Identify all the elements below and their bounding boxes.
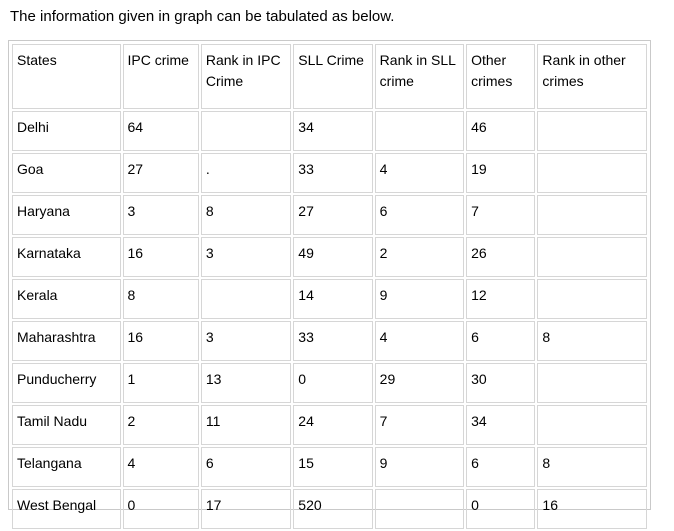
column-header: States bbox=[12, 44, 121, 109]
table-cell: 4 bbox=[374, 321, 465, 361]
table-header-row: States IPC crime Rank in IPC Crime SLL Crim… bbox=[12, 44, 647, 109]
table-cell: 16 bbox=[122, 321, 199, 361]
table-cell: 26 bbox=[466, 237, 536, 277]
table-cell bbox=[537, 279, 647, 319]
table-row: Tamil Nadu 2 11 24 7 34 bbox=[12, 405, 647, 445]
column-header: IPC crime bbox=[122, 44, 199, 109]
intro-text: The information given in graph can be ta… bbox=[10, 8, 395, 25]
table-cell: 8 bbox=[200, 195, 292, 235]
table-cell: 7 bbox=[466, 195, 536, 235]
crime-table-container: States IPC crime Rank in IPC Crime SLL Crim… bbox=[8, 40, 651, 529]
table-cell: 3 bbox=[200, 237, 292, 277]
table-cell bbox=[200, 279, 292, 319]
table-cell: 6 bbox=[466, 447, 536, 487]
table-cell: 6 bbox=[374, 195, 465, 235]
table-cell: 30 bbox=[466, 363, 536, 403]
table-row: Goa 27. 33 4 19 bbox=[12, 153, 647, 193]
table-cell bbox=[537, 195, 647, 235]
state-name-cell: Delhi bbox=[12, 111, 121, 151]
table-cell bbox=[537, 405, 647, 445]
table-cell: 8 bbox=[537, 447, 647, 487]
table-row: Punducherry 1 13 0 29 30 bbox=[12, 363, 647, 403]
table-cell: 9 bbox=[374, 279, 465, 319]
table-cell: 12 bbox=[466, 279, 536, 319]
table-cell: 3 bbox=[200, 321, 292, 361]
table-cell: 14 bbox=[293, 279, 373, 319]
table-cell bbox=[537, 153, 647, 193]
table-cell: 17 bbox=[200, 489, 292, 529]
table-cell: 3 bbox=[122, 195, 199, 235]
table-cell: 16 bbox=[537, 489, 647, 529]
table-cell: 49 bbox=[293, 237, 373, 277]
table-cell: 11 bbox=[200, 405, 292, 445]
table-row: Delhi 64 34 46 bbox=[12, 111, 647, 151]
table-cell: 7 bbox=[374, 405, 465, 445]
table-cell: 8 bbox=[537, 321, 647, 361]
table-cell bbox=[374, 489, 465, 529]
table-cell: 0 bbox=[293, 363, 373, 403]
table-body: Delhi 64 34 46 Goa 27. 33 4 19 Haryana 3 8 27 6 7 Karna… bbox=[12, 111, 647, 529]
table-cell bbox=[537, 363, 647, 403]
state-name-cell: Goa bbox=[12, 153, 121, 193]
table-cell: 8 bbox=[122, 279, 199, 319]
table-cell: 34 bbox=[293, 111, 373, 151]
table-cell: 64 bbox=[122, 111, 199, 151]
column-header: Rank in IPC Crime bbox=[200, 44, 292, 109]
table-cell: 15 bbox=[293, 447, 373, 487]
column-header: SLL Crime bbox=[293, 44, 373, 109]
column-header: Other crimes bbox=[466, 44, 536, 109]
state-name-cell: West Bengal bbox=[12, 489, 121, 529]
table-cell: 2 bbox=[374, 237, 465, 277]
table-cell: 33 bbox=[293, 321, 373, 361]
state-name-cell: Telangana bbox=[12, 447, 121, 487]
state-name-cell: Karnataka bbox=[12, 237, 121, 277]
table-cell: 4 bbox=[122, 447, 199, 487]
column-header: Rank in SLL crime bbox=[374, 44, 465, 109]
table-row: Maharashtra 16 3 33 4 6 8 bbox=[12, 321, 647, 361]
table-cell: 34 bbox=[466, 405, 536, 445]
table-cell: 33 bbox=[293, 153, 373, 193]
table-cell: 24 bbox=[293, 405, 373, 445]
table-cell: 19 bbox=[466, 153, 536, 193]
table-row: Karnataka 16 3 49 2 26 bbox=[12, 237, 647, 277]
state-name-cell: Punducherry bbox=[12, 363, 121, 403]
state-name-cell: Kerala bbox=[12, 279, 121, 319]
table-cell bbox=[200, 111, 292, 151]
table-cell bbox=[374, 111, 465, 151]
state-name-cell: Tamil Nadu bbox=[12, 405, 121, 445]
column-header: Rank in other crimes bbox=[537, 44, 647, 109]
state-name-cell: Maharashtra bbox=[12, 321, 121, 361]
table-cell bbox=[537, 111, 647, 151]
table-cell: 4 bbox=[374, 153, 465, 193]
table-cell: 46 bbox=[466, 111, 536, 151]
table-cell: 27 bbox=[122, 153, 199, 193]
table-cell: 9 bbox=[374, 447, 465, 487]
table-cell: 16 bbox=[122, 237, 199, 277]
table-cell: . bbox=[200, 153, 292, 193]
table-cell bbox=[537, 237, 647, 277]
table-cell: 2 bbox=[122, 405, 199, 445]
table-cell: 27 bbox=[293, 195, 373, 235]
table-cell: 1 bbox=[122, 363, 199, 403]
state-name-cell: Haryana bbox=[12, 195, 121, 235]
table-cell: 0 bbox=[466, 489, 536, 529]
table-row: Haryana 3 8 27 6 7 bbox=[12, 195, 647, 235]
table-cell: 6 bbox=[200, 447, 292, 487]
table-cell: 6 bbox=[466, 321, 536, 361]
table-row: Kerala 8 14 9 12 bbox=[12, 279, 647, 319]
table-cell: 520 bbox=[293, 489, 373, 529]
table-cell: 13 bbox=[200, 363, 292, 403]
crime-table: States IPC crime Rank in IPC Crime SLL Crim… bbox=[10, 42, 649, 531]
table-cell: 29 bbox=[374, 363, 465, 403]
table-row: Telangana 4 6 15 9 6 8 bbox=[12, 447, 647, 487]
table-cell: 0 bbox=[122, 489, 199, 529]
table-row: West Bengal 0 17 520 0 16 bbox=[12, 489, 647, 529]
